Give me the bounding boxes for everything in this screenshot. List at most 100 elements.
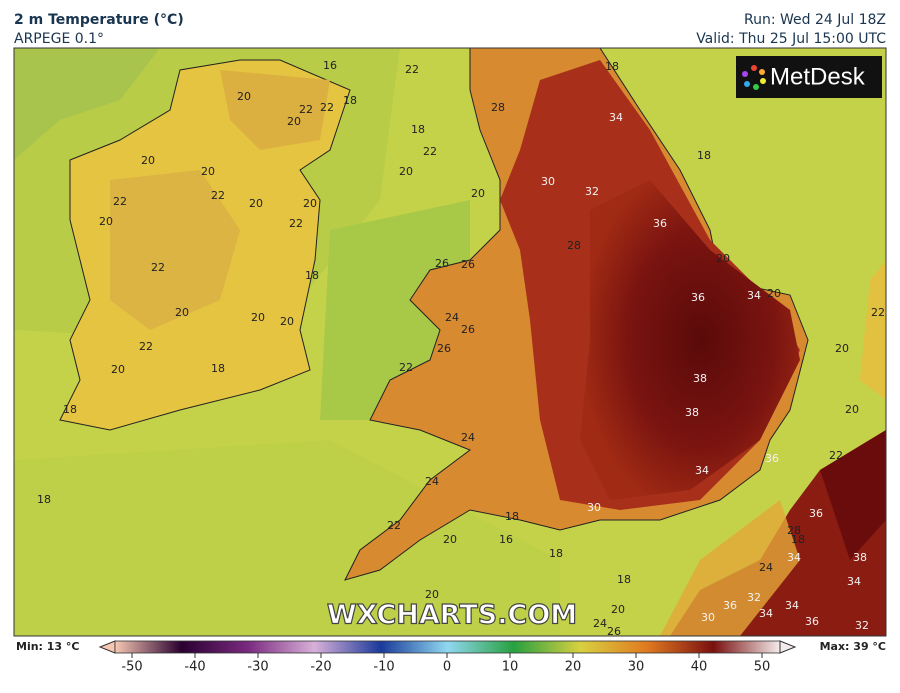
contour-label: 26 [437,342,451,355]
contour-label: 20 [471,187,485,200]
contour-label: 38 [685,406,699,419]
contour-label: 32 [747,591,761,604]
contour-label: 20 [249,197,263,210]
hot-core [580,180,800,500]
contour-label: 22 [211,189,225,202]
contour-label: 28 [491,101,505,114]
colorbar-bar [114,640,781,654]
contour-label: 22 [151,261,165,274]
colorbar-tick-label: -40 [184,660,205,675]
contour-label: 18 [697,149,711,162]
contour-label: 18 [343,94,357,107]
contour-label: 20 [287,115,301,128]
contour-label: 36 [723,599,737,612]
colorbar-right-arrow [779,640,797,654]
contour-label: 24 [759,561,773,574]
colorbar-tick-label: 0 [443,660,451,675]
contour-label: 16 [323,59,337,72]
contour-label: 28 [787,524,801,537]
contour-label: 20 [237,90,251,103]
contour-label: 20 [835,342,849,355]
contour-label: 30 [541,175,555,188]
logo-text: MetDesk [770,63,866,90]
logo-box: MetDesk [736,56,882,98]
contour-label: 20 [716,252,730,265]
contour-label: 20 [201,165,215,178]
colorbar-tick-label: -10 [373,660,394,675]
contour-label: 34 [759,607,773,620]
title: 2 m Temperature (°C) [14,12,184,28]
contour-label: 20 [251,311,265,324]
continent-coast [660,500,800,636]
contour-label: 38 [853,551,867,564]
colorbar-tick-label: -30 [247,660,268,675]
contour-label: 34 [695,464,709,477]
contour-label: 36 [653,217,667,230]
colorbar: -50 -40 -30 -20 -10 0 10 20 30 40 50 [98,640,797,675]
contour-label: 18 [305,269,319,282]
contour-label: 36 [765,452,779,465]
contour-label: 20 [99,215,113,228]
contour-label: 36 [691,291,705,304]
contour-label: 36 [805,615,819,628]
contour-label: 20 [443,533,457,546]
atlantic-nw [14,48,160,160]
contour-label: 22 [320,101,334,114]
colorbar-left-arrow [98,640,116,654]
contour-label: 22 [405,63,419,76]
contour-label: 22 [113,195,127,208]
contour-label: 24 [425,475,439,488]
contour-label: 24 [593,617,607,630]
colorbar-tick-label: 10 [502,660,519,675]
contour-label: 16 [499,533,513,546]
contour-label: 18 [37,493,51,506]
map [14,48,886,636]
contour-label: 22 [399,361,413,374]
contour-label: 20 [611,603,625,616]
logo-background [736,56,882,98]
colorbar-tick-label: -20 [310,660,331,675]
colorbar-tick-label: -50 [121,660,142,675]
contour-label: 24 [461,431,475,444]
contour-label: 32 [855,619,869,632]
contour-label: 20 [425,588,439,601]
contour-label: 22 [139,340,153,353]
colorbar-tick-label: 40 [691,660,708,675]
model: ARPEGE 0.1° [14,31,104,47]
contour-label: 20 [175,306,189,319]
continent-east [860,260,886,400]
contour-label: 22 [387,519,401,532]
contour-label: 18 [63,403,77,416]
contour-label: 20 [111,363,125,376]
contour-label: 18 [411,123,425,136]
contour-label: 20 [141,154,155,167]
contour-label: 18 [617,573,631,586]
contour-label: 22 [829,449,843,462]
contour-label: 20 [767,287,781,300]
contour-label: 34 [609,111,623,124]
contour-label: 22 [423,145,437,158]
contour-label: 30 [587,501,601,514]
min-label: Min: 13 °C [16,640,80,653]
contour-label: 18 [791,533,805,546]
contour-label: 18 [505,510,519,523]
contour-label: 32 [585,185,599,198]
contour-label: 38 [693,372,707,385]
ireland-interior [110,170,240,330]
max-label: Max: 39 °C [820,640,886,653]
contour-label: 28 [567,239,581,252]
contour-label: 18 [549,547,563,560]
contour-label: 30 [701,611,715,624]
contour-label: 26 [461,323,475,336]
contour-label: 22 [871,306,885,319]
contour-label: 24 [445,311,459,324]
contour-label: 22 [299,103,313,116]
contour-label: 34 [847,575,861,588]
contour-label: 26 [435,257,449,270]
continent-core [820,430,886,560]
logo-icon [742,65,766,90]
contour-label: 20 [845,403,859,416]
contour-label: 34 [787,551,801,564]
